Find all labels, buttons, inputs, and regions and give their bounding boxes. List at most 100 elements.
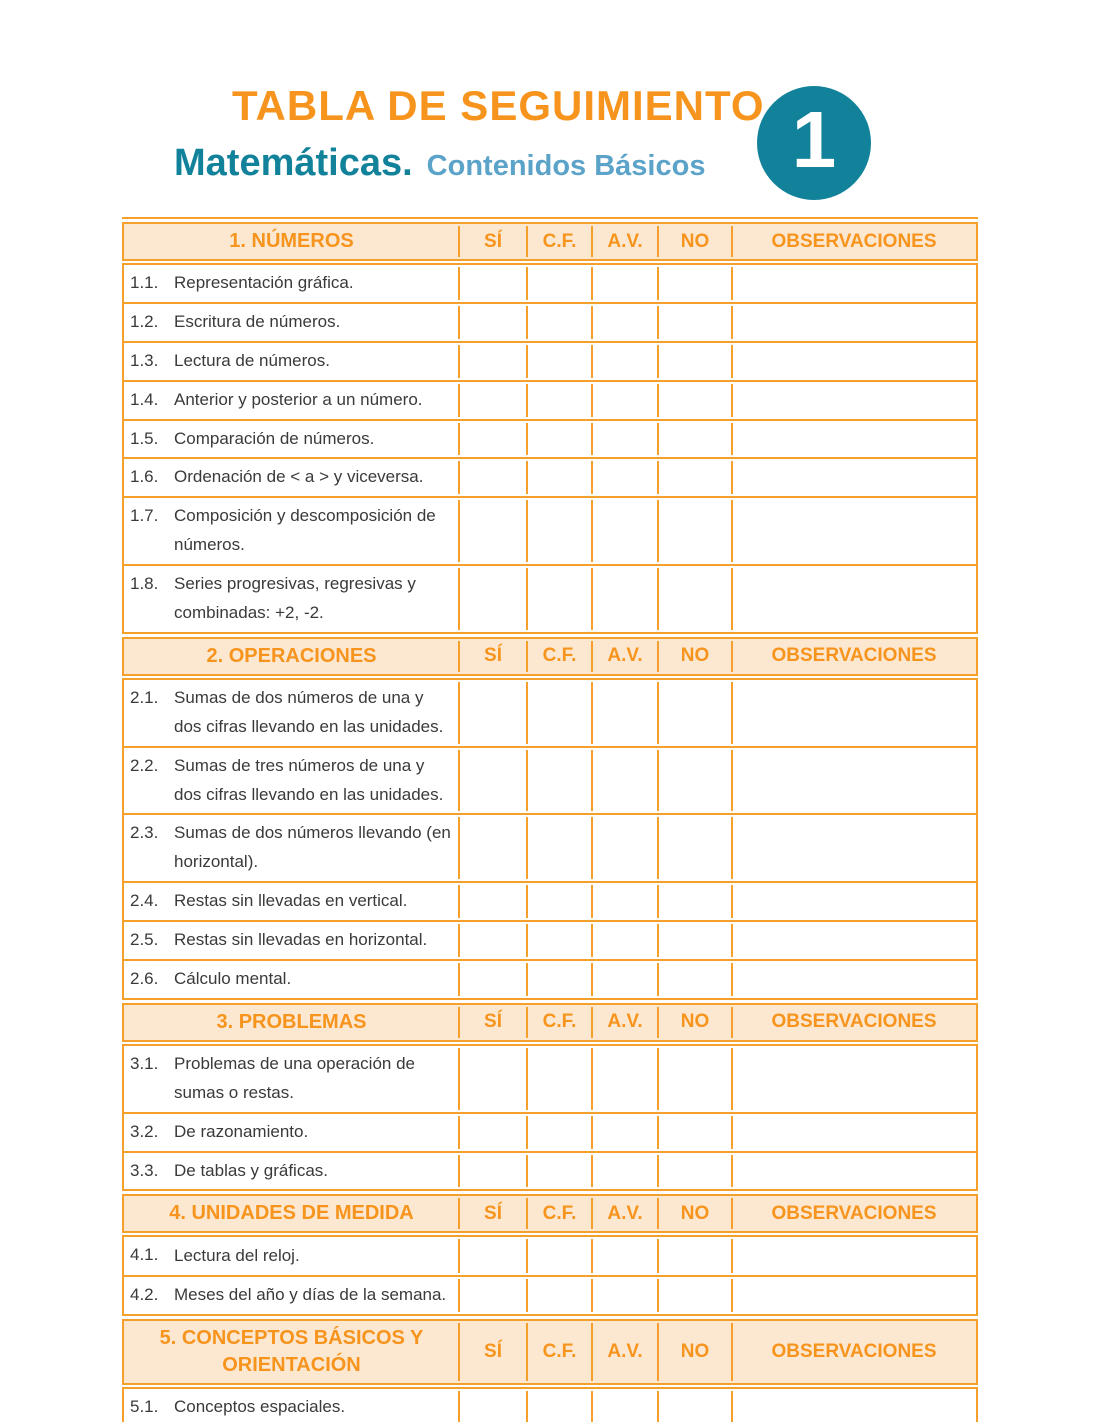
check-cell-cf[interactable] bbox=[526, 922, 592, 959]
check-cell-si[interactable] bbox=[458, 1389, 527, 1422]
observations-cell[interactable] bbox=[731, 1237, 976, 1275]
check-cell-av[interactable] bbox=[591, 815, 658, 881]
check-cell-si[interactable] bbox=[458, 343, 527, 380]
check-cell-no[interactable] bbox=[657, 815, 732, 881]
check-cell-no[interactable] bbox=[657, 1114, 732, 1151]
check-cell-cf[interactable] bbox=[526, 343, 592, 380]
observations-cell[interactable] bbox=[731, 1114, 976, 1151]
check-cell-no[interactable] bbox=[657, 343, 732, 380]
observations-cell[interactable] bbox=[731, 1046, 976, 1112]
check-cell-si[interactable] bbox=[458, 1277, 527, 1314]
check-cell-no[interactable] bbox=[657, 1277, 732, 1314]
check-cell-no[interactable] bbox=[657, 883, 732, 920]
check-cell-si[interactable] bbox=[458, 883, 527, 920]
check-cell-no[interactable] bbox=[657, 748, 732, 814]
check-cell-cf[interactable] bbox=[526, 459, 592, 496]
check-cell-av[interactable] bbox=[591, 748, 658, 814]
check-cell-si[interactable] bbox=[458, 421, 527, 458]
observations-cell[interactable] bbox=[731, 304, 976, 341]
check-cell-av[interactable] bbox=[591, 883, 658, 920]
check-cell-si[interactable] bbox=[458, 304, 527, 341]
check-cell-cf[interactable] bbox=[526, 748, 592, 814]
check-cell-si[interactable] bbox=[458, 498, 527, 564]
check-cell-no[interactable] bbox=[657, 922, 732, 959]
observations-cell[interactable] bbox=[731, 1277, 976, 1314]
observations-cell[interactable] bbox=[731, 1153, 976, 1190]
check-cell-cf[interactable] bbox=[526, 1046, 592, 1112]
check-cell-si[interactable] bbox=[458, 382, 527, 419]
check-cell-cf[interactable] bbox=[526, 1237, 592, 1275]
check-cell-av[interactable] bbox=[591, 421, 658, 458]
check-cell-no[interactable] bbox=[657, 421, 732, 458]
check-cell-si[interactable] bbox=[458, 1046, 527, 1112]
observations-cell[interactable] bbox=[731, 265, 976, 302]
check-cell-no[interactable] bbox=[657, 680, 732, 746]
check-cell-av[interactable] bbox=[591, 265, 658, 302]
check-cell-av[interactable] bbox=[591, 680, 658, 746]
check-cell-av[interactable] bbox=[591, 1277, 658, 1314]
observations-cell[interactable] bbox=[731, 498, 976, 564]
check-cell-no[interactable] bbox=[657, 459, 732, 496]
check-cell-av[interactable] bbox=[591, 1046, 658, 1112]
observations-cell[interactable] bbox=[731, 343, 976, 380]
observations-cell[interactable] bbox=[731, 566, 976, 632]
check-cell-cf[interactable] bbox=[526, 883, 592, 920]
check-cell-si[interactable] bbox=[458, 1114, 527, 1151]
check-cell-no[interactable] bbox=[657, 1153, 732, 1190]
observations-cell[interactable] bbox=[731, 815, 976, 881]
observations-cell[interactable] bbox=[731, 922, 976, 959]
observations-cell[interactable] bbox=[731, 1389, 976, 1422]
check-cell-av[interactable] bbox=[591, 566, 658, 632]
check-cell-av[interactable] bbox=[591, 343, 658, 380]
check-cell-av[interactable] bbox=[591, 382, 658, 419]
check-cell-no[interactable] bbox=[657, 382, 732, 419]
check-cell-cf[interactable] bbox=[526, 304, 592, 341]
check-cell-si[interactable] bbox=[458, 459, 527, 496]
check-cell-no[interactable] bbox=[657, 498, 732, 564]
check-cell-cf[interactable] bbox=[526, 1277, 592, 1314]
observations-cell[interactable] bbox=[731, 883, 976, 920]
observations-cell[interactable] bbox=[731, 748, 976, 814]
check-cell-av[interactable] bbox=[591, 922, 658, 959]
observations-cell[interactable] bbox=[731, 680, 976, 746]
check-cell-si[interactable] bbox=[458, 1153, 527, 1190]
check-cell-no[interactable] bbox=[657, 566, 732, 632]
check-cell-cf[interactable] bbox=[526, 566, 592, 632]
check-cell-si[interactable] bbox=[458, 815, 527, 881]
check-cell-av[interactable] bbox=[591, 1237, 658, 1275]
check-cell-si[interactable] bbox=[458, 265, 527, 302]
check-cell-cf[interactable] bbox=[526, 498, 592, 564]
check-cell-cf[interactable] bbox=[526, 1389, 592, 1422]
observations-cell[interactable] bbox=[731, 382, 976, 419]
check-cell-av[interactable] bbox=[591, 304, 658, 341]
observations-cell[interactable] bbox=[731, 961, 976, 998]
observations-cell[interactable] bbox=[731, 459, 976, 496]
check-cell-no[interactable] bbox=[657, 961, 732, 998]
check-cell-cf[interactable] bbox=[526, 265, 592, 302]
check-cell-si[interactable] bbox=[458, 566, 527, 632]
check-cell-cf[interactable] bbox=[526, 1114, 592, 1151]
check-cell-si[interactable] bbox=[458, 961, 527, 998]
check-cell-av[interactable] bbox=[591, 498, 658, 564]
check-cell-cf[interactable] bbox=[526, 815, 592, 881]
check-cell-no[interactable] bbox=[657, 1237, 732, 1275]
check-cell-av[interactable] bbox=[591, 459, 658, 496]
check-cell-av[interactable] bbox=[591, 1389, 658, 1422]
check-cell-cf[interactable] bbox=[526, 382, 592, 419]
check-cell-av[interactable] bbox=[591, 1153, 658, 1190]
check-cell-av[interactable] bbox=[591, 1114, 658, 1151]
check-cell-av[interactable] bbox=[591, 961, 658, 998]
check-cell-si[interactable] bbox=[458, 748, 527, 814]
check-cell-si[interactable] bbox=[458, 922, 527, 959]
check-cell-no[interactable] bbox=[657, 304, 732, 341]
check-cell-cf[interactable] bbox=[526, 961, 592, 998]
check-cell-no[interactable] bbox=[657, 265, 732, 302]
check-cell-si[interactable] bbox=[458, 680, 527, 746]
check-cell-cf[interactable] bbox=[526, 1153, 592, 1190]
check-cell-si[interactable] bbox=[458, 1237, 527, 1275]
check-cell-cf[interactable] bbox=[526, 680, 592, 746]
observations-cell[interactable] bbox=[731, 421, 976, 458]
check-cell-no[interactable] bbox=[657, 1046, 732, 1112]
check-cell-no[interactable] bbox=[657, 1389, 732, 1422]
check-cell-cf[interactable] bbox=[526, 421, 592, 458]
